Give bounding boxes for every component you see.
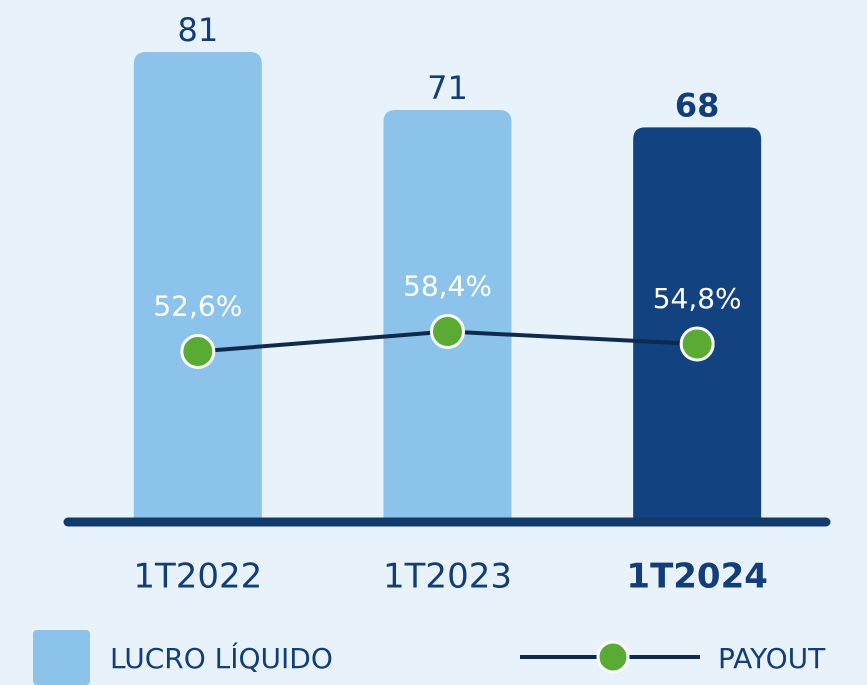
payout-value-label: 58,4% <box>403 270 492 303</box>
bar <box>633 127 762 522</box>
x-tick-label: 1T2024 <box>626 557 767 597</box>
legend-marker <box>596 640 630 674</box>
payout-marker <box>430 314 465 350</box>
payout-value-label: 52,6% <box>153 290 242 323</box>
x-tick-label: 1T2023 <box>383 557 512 597</box>
x-tick-label: 1T2022 <box>133 557 262 597</box>
legend-swatch <box>33 630 90 685</box>
bar-value-label: 68 <box>675 86 720 124</box>
payout-marker <box>180 334 216 370</box>
payout-value-label: 54,8% <box>653 282 742 315</box>
legend-label: LUCRO LÍQUIDO <box>110 641 333 675</box>
bar-value-label: 81 <box>177 11 218 49</box>
payout-marker <box>679 326 715 362</box>
bar <box>133 52 262 522</box>
legend-label: PAYOUT <box>718 642 826 675</box>
bar-value-label: 71 <box>427 69 468 107</box>
